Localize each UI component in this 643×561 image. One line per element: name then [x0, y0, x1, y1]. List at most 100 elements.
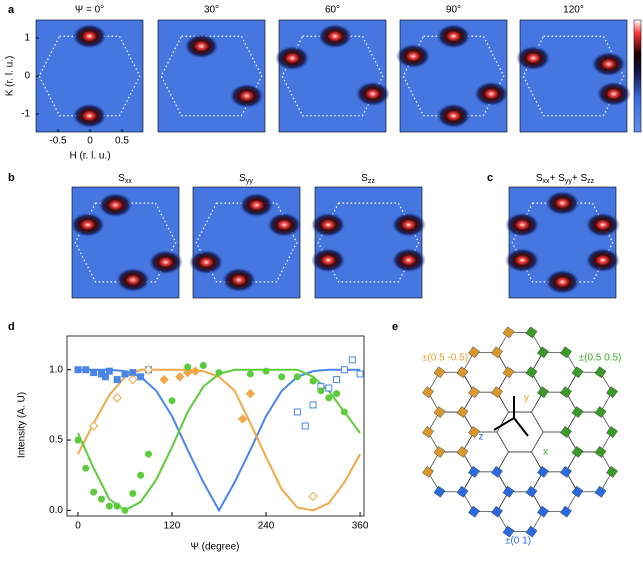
hexagon — [565, 411, 613, 453]
heatmap — [314, 186, 423, 299]
intensity-spot — [391, 212, 426, 237]
intensity-spot — [115, 267, 151, 293]
title-part: S — [361, 173, 368, 184]
data-point — [301, 422, 309, 430]
data-point — [137, 471, 145, 479]
diagram-label: z — [479, 432, 484, 443]
x-axis-label: H (r. l. u.) — [69, 151, 110, 162]
brillouin-zone — [195, 202, 298, 283]
brillouin-zone — [402, 35, 505, 117]
data-point — [143, 365, 154, 375]
axis-arrow — [493, 417, 515, 431]
spin — [537, 386, 549, 399]
spin — [468, 465, 480, 478]
brillouin-zone — [281, 35, 384, 117]
data-point — [144, 450, 152, 458]
spin — [560, 426, 572, 438]
data-point — [113, 502, 121, 510]
panel-title: 90° — [446, 5, 461, 16]
subscript: zz — [587, 178, 595, 185]
data-point — [237, 414, 248, 424]
intensity-spot — [545, 190, 580, 216]
intensity-spot — [72, 103, 107, 129]
y-tick-label: 1.0 — [49, 364, 63, 375]
data-point — [325, 384, 333, 392]
intensity-spot — [591, 51, 626, 77]
colorbar — [633, 19, 642, 133]
axis-arrow — [513, 417, 529, 437]
data-point — [308, 491, 318, 502]
panel-label: c — [487, 172, 493, 184]
data-point — [137, 373, 145, 381]
intensity-spot — [317, 23, 353, 49]
intensity-spot — [72, 23, 107, 49]
intensity-spot — [516, 45, 551, 71]
intensity-spot — [311, 248, 346, 273]
data-point — [88, 421, 99, 431]
subscript: xx — [543, 178, 551, 185]
title-part: S — [239, 173, 246, 184]
panel-label: b — [8, 172, 15, 184]
spin — [433, 446, 446, 458]
panel-label: a — [8, 4, 15, 16]
honeycomb — [422, 326, 618, 538]
spin — [433, 366, 446, 379]
intensity-spot — [184, 33, 219, 59]
spin — [468, 505, 480, 518]
spin — [502, 485, 515, 498]
intensity-spot — [396, 43, 431, 69]
x-axis-label: Ψ (degree) — [191, 542, 240, 553]
spin — [560, 465, 572, 478]
intensity-spot — [239, 192, 274, 218]
y-tick-label: 0.0 — [49, 505, 63, 516]
hexagon — [565, 371, 613, 413]
hexagon — [496, 332, 544, 373]
data-point — [101, 373, 109, 381]
data-point — [129, 490, 137, 497]
hexagon — [427, 371, 475, 413]
spin — [422, 426, 434, 438]
hexagon — [427, 451, 475, 493]
data-point — [340, 408, 348, 416]
data-point — [184, 363, 192, 371]
panel-title: Ψ = 0° — [75, 5, 104, 16]
data-point — [97, 495, 105, 503]
data-point — [325, 394, 333, 402]
spin — [571, 446, 584, 458]
data-point — [340, 366, 348, 374]
y-tick-label: 0.5 — [49, 435, 63, 446]
data-point — [309, 377, 317, 385]
intensity-spot — [275, 45, 310, 71]
data-point — [309, 401, 317, 409]
spin — [456, 406, 469, 418]
spin — [525, 485, 538, 498]
hexagon — [496, 371, 544, 413]
data-point — [215, 369, 223, 377]
spin — [594, 366, 607, 379]
panel-title: Sxx+ Syy+ Szz — [536, 173, 595, 185]
data-point — [333, 390, 341, 398]
hexagon — [496, 491, 544, 532]
x-tick-label: 120 — [164, 521, 181, 532]
panel-title: Sxx — [118, 173, 132, 185]
data-point — [159, 374, 169, 385]
spin — [571, 406, 584, 418]
x-tick-label: 0.5 — [115, 136, 129, 147]
x-tick-label: 360 — [352, 521, 369, 532]
data-point — [82, 366, 90, 374]
data-point — [182, 367, 193, 378]
spin — [537, 346, 549, 359]
intensity-spot — [189, 249, 224, 275]
intensity-spot — [596, 81, 631, 107]
intensity-spot — [505, 248, 540, 273]
intensity-spot — [311, 212, 346, 237]
x-tick-label: 0 — [75, 521, 81, 532]
brillouin-zone — [38, 35, 141, 117]
spin — [594, 485, 607, 498]
data-point — [90, 488, 98, 496]
title-part: S — [118, 173, 125, 184]
data-point — [245, 388, 256, 399]
x-tick-label: 0 — [87, 136, 93, 147]
plot-frame — [66, 335, 365, 517]
spin — [525, 366, 538, 379]
